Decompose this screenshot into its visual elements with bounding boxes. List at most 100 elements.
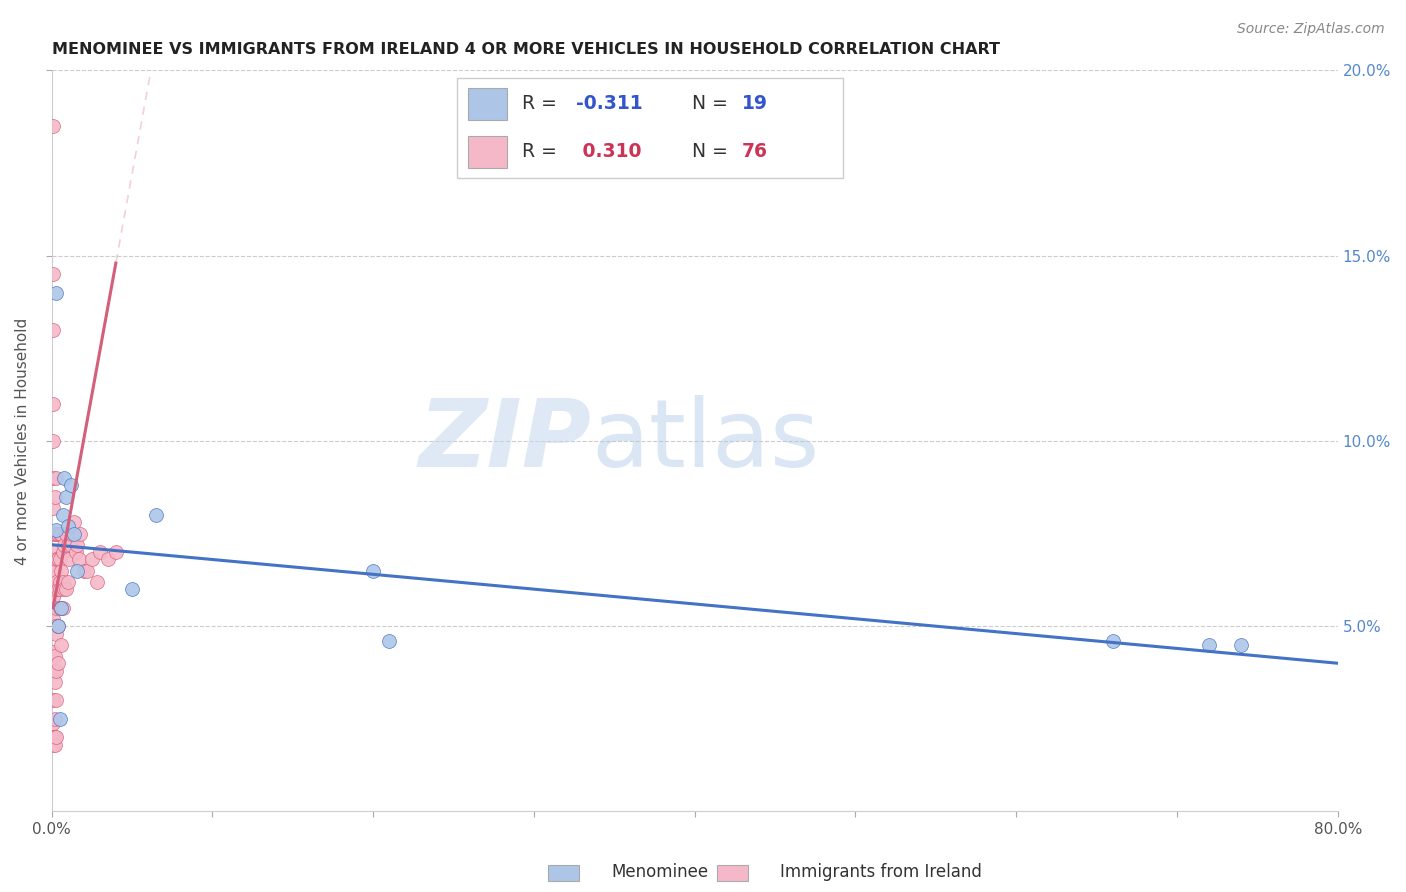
Point — [1101, 634, 1123, 648]
Point — [48, 552, 70, 566]
Point — [45, 693, 67, 707]
Point — [51, 638, 73, 652]
Point — [42, 267, 65, 281]
Text: ZIP: ZIP — [419, 395, 592, 487]
Point — [59, 538, 82, 552]
Point — [378, 634, 401, 648]
Point — [44, 619, 66, 633]
Point — [45, 523, 67, 537]
Point — [67, 552, 90, 566]
Point — [73, 564, 96, 578]
Point — [48, 574, 70, 589]
Point — [42, 612, 65, 626]
Point — [46, 582, 69, 596]
Point — [46, 657, 69, 671]
Point — [42, 564, 65, 578]
Point — [1198, 638, 1220, 652]
Point — [51, 526, 73, 541]
Point — [52, 508, 75, 522]
Point — [46, 526, 69, 541]
Point — [46, 619, 69, 633]
Point — [55, 490, 77, 504]
Point — [45, 285, 67, 300]
Point — [66, 538, 89, 552]
Point — [44, 731, 66, 745]
Point — [69, 526, 91, 541]
Point — [86, 574, 108, 589]
Point — [44, 490, 66, 504]
Point — [44, 674, 66, 689]
Point — [62, 526, 84, 541]
Point — [80, 552, 103, 566]
Point — [42, 731, 65, 745]
Point — [121, 582, 143, 596]
Point — [44, 712, 66, 726]
Point — [42, 500, 65, 515]
Point — [1230, 638, 1253, 652]
Point — [42, 693, 65, 707]
Text: Immigrants from Ireland: Immigrants from Ireland — [780, 863, 983, 881]
Point — [42, 397, 65, 411]
Point — [65, 545, 87, 559]
Point — [48, 712, 70, 726]
Point — [42, 323, 65, 337]
Point — [46, 619, 69, 633]
Point — [42, 119, 65, 133]
Point — [66, 564, 89, 578]
Text: MENOMINEE VS IMMIGRANTS FROM IRELAND 4 OR MORE VEHICLES IN HOUSEHOLD CORRELATION: MENOMINEE VS IMMIGRANTS FROM IRELAND 4 O… — [52, 42, 1000, 57]
Point — [42, 526, 65, 541]
Point — [44, 648, 66, 663]
Point — [46, 552, 69, 566]
Point — [53, 538, 76, 552]
Point — [52, 574, 75, 589]
Point — [51, 600, 73, 615]
Point — [89, 545, 111, 559]
Point — [44, 526, 66, 541]
Point — [45, 471, 67, 485]
Point — [42, 545, 65, 559]
Point — [45, 600, 67, 615]
Point — [48, 526, 70, 541]
Point — [52, 545, 75, 559]
Point — [44, 582, 66, 596]
Point — [97, 552, 120, 566]
Text: Source: ZipAtlas.com: Source: ZipAtlas.com — [1237, 22, 1385, 37]
Point — [42, 715, 65, 730]
Point — [44, 564, 66, 578]
Point — [55, 526, 77, 541]
Point — [45, 552, 67, 566]
Point — [58, 552, 80, 566]
Point — [52, 600, 75, 615]
Point — [53, 471, 76, 485]
Point — [56, 574, 79, 589]
Point — [42, 582, 65, 596]
Point — [48, 600, 70, 615]
Point — [42, 738, 65, 752]
Point — [145, 508, 167, 522]
Point — [56, 538, 79, 552]
Point — [53, 582, 76, 596]
Point — [45, 574, 67, 589]
Point — [42, 664, 65, 678]
Text: atlas: atlas — [592, 395, 820, 487]
Point — [51, 564, 73, 578]
Point — [42, 471, 65, 485]
Point — [42, 434, 65, 448]
Point — [76, 564, 98, 578]
Point — [42, 590, 65, 604]
Point — [63, 526, 86, 541]
Point — [104, 545, 127, 559]
Text: Menominee: Menominee — [612, 863, 709, 881]
Point — [361, 564, 384, 578]
Point — [63, 516, 86, 530]
Point — [45, 526, 67, 541]
Point — [45, 626, 67, 640]
Point — [59, 478, 82, 492]
Point — [56, 519, 79, 533]
Point — [51, 600, 73, 615]
Point — [48, 582, 70, 596]
Point — [44, 738, 66, 752]
Y-axis label: 4 or more Vehicles in Household: 4 or more Vehicles in Household — [15, 318, 30, 565]
Point — [42, 645, 65, 659]
Point — [55, 582, 77, 596]
